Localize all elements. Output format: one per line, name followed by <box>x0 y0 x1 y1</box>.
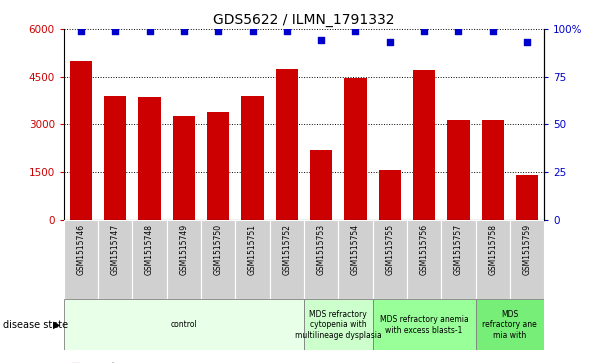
Text: GDS5622 / ILMN_1791332: GDS5622 / ILMN_1791332 <box>213 13 395 27</box>
Bar <box>201 220 235 299</box>
Point <box>179 28 188 34</box>
Text: MDS refractory anemia
with excess blasts-1: MDS refractory anemia with excess blasts… <box>380 315 468 335</box>
Point <box>76 28 86 34</box>
Bar <box>447 119 469 220</box>
Bar <box>344 78 367 220</box>
Bar <box>64 220 98 299</box>
Text: GSM1515748: GSM1515748 <box>145 224 154 274</box>
Point <box>522 40 532 45</box>
Text: count: count <box>88 362 116 363</box>
Text: GSM1515756: GSM1515756 <box>420 224 429 275</box>
Point <box>316 37 326 43</box>
Bar <box>104 96 126 220</box>
Bar <box>441 220 475 299</box>
Bar <box>338 220 373 299</box>
Bar <box>413 70 435 220</box>
Bar <box>139 97 161 220</box>
Point <box>111 28 120 34</box>
Point <box>419 28 429 34</box>
Text: GSM1515747: GSM1515747 <box>111 224 120 275</box>
Bar <box>70 61 92 220</box>
Point <box>454 28 463 34</box>
Point <box>488 28 497 34</box>
Point <box>145 28 154 34</box>
Bar <box>373 299 475 350</box>
Text: GSM1515759: GSM1515759 <box>522 224 531 275</box>
Bar <box>133 220 167 299</box>
Bar <box>235 220 270 299</box>
Text: GSM1515746: GSM1515746 <box>77 224 86 275</box>
Bar <box>516 175 538 220</box>
Bar <box>304 220 338 299</box>
Bar <box>304 299 373 350</box>
Bar <box>64 299 304 350</box>
Text: GSM1515751: GSM1515751 <box>248 224 257 274</box>
Bar <box>407 220 441 299</box>
Bar <box>510 220 544 299</box>
Bar <box>482 119 504 220</box>
Bar <box>270 220 304 299</box>
Bar <box>167 220 201 299</box>
Text: ■: ■ <box>70 362 80 363</box>
Bar <box>475 220 510 299</box>
Bar <box>475 299 544 350</box>
Bar <box>173 117 195 220</box>
Point <box>351 28 361 34</box>
Text: GSM1515752: GSM1515752 <box>282 224 291 274</box>
Text: control: control <box>171 321 197 329</box>
Text: GSM1515757: GSM1515757 <box>454 224 463 275</box>
Point <box>213 28 223 34</box>
Bar <box>373 220 407 299</box>
Bar <box>98 220 133 299</box>
Text: GSM1515758: GSM1515758 <box>488 224 497 274</box>
Text: ▶: ▶ <box>54 320 61 330</box>
Text: GSM1515755: GSM1515755 <box>385 224 394 275</box>
Bar <box>310 150 333 220</box>
Text: GSM1515754: GSM1515754 <box>351 224 360 275</box>
Point <box>385 40 395 45</box>
Point <box>247 28 257 34</box>
Bar <box>275 69 298 220</box>
Bar <box>379 170 401 220</box>
Bar <box>207 112 229 220</box>
Text: MDS
refractory ane
mia with: MDS refractory ane mia with <box>483 310 537 340</box>
Text: GSM1515749: GSM1515749 <box>179 224 188 275</box>
Point <box>282 28 292 34</box>
Bar <box>241 96 264 220</box>
Text: GSM1515753: GSM1515753 <box>317 224 326 275</box>
Text: MDS refractory
cytopenia with
multilineage dysplasia: MDS refractory cytopenia with multilinea… <box>295 310 382 340</box>
Text: disease state: disease state <box>3 320 68 330</box>
Text: GSM1515750: GSM1515750 <box>214 224 223 275</box>
